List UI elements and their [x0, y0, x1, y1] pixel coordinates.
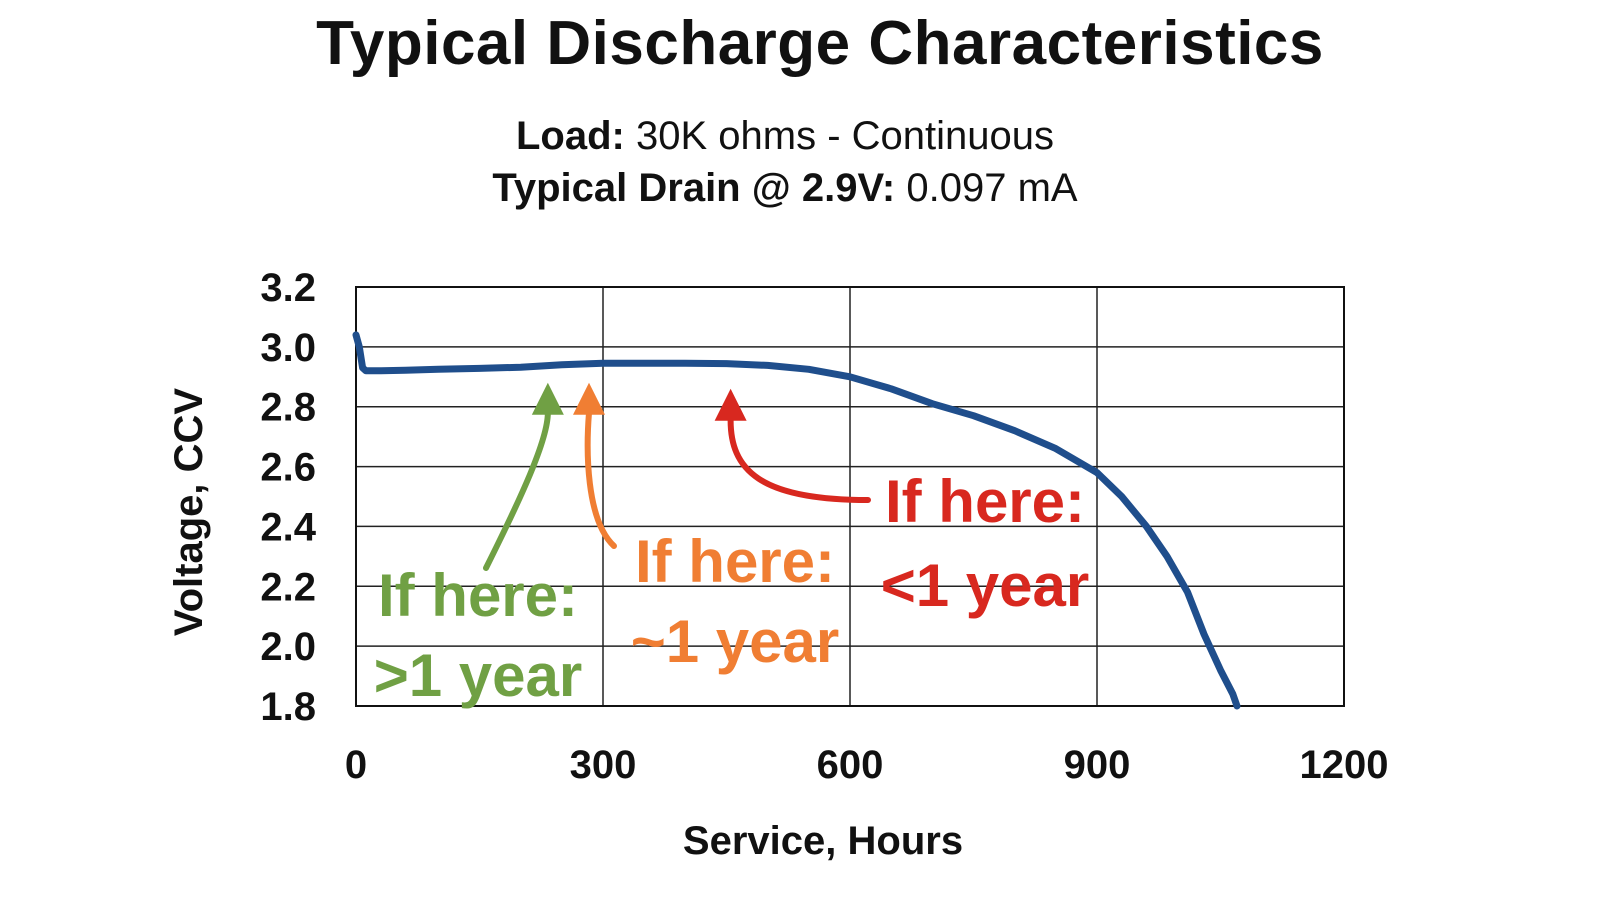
annotations: If here: >1 year If here: ~1 year If here: <1… — [374, 382, 1090, 709]
annotation-arrow-shaft — [727, 415, 871, 503]
y-tick-label: 2.8 — [260, 386, 316, 430]
y-tick-label: 3.2 — [260, 266, 316, 310]
annotation-label: If here: — [378, 562, 578, 629]
annotation-label: If here: — [635, 528, 835, 595]
x-tick-label: 900 — [1064, 743, 1131, 787]
x-tick-labels: 0 300 600 900 1200 — [345, 743, 1389, 787]
x-tick-label: 600 — [817, 743, 884, 787]
annotation-arrow-head — [573, 382, 606, 415]
x-tick-label: 1200 — [1300, 743, 1389, 787]
annotation-arrow-shaft — [483, 409, 551, 571]
y-tick-label: 2.6 — [260, 446, 316, 490]
y-tick-label: 1.8 — [260, 685, 316, 729]
x-tick-label: 300 — [570, 743, 637, 787]
x-axis-label: Service, Hours — [683, 819, 963, 863]
y-tick-label: 3.0 — [260, 326, 316, 370]
annotation-arrow-head — [714, 388, 747, 421]
annotation-label: If here: — [885, 468, 1085, 535]
annotation-arrow-shaft — [584, 409, 617, 549]
discharge-curve — [352, 331, 1241, 710]
subtitle-load-label: Load: — [515, 114, 625, 158]
x-tick-label: 0 — [345, 743, 367, 787]
plot-frame — [355, 286, 1345, 707]
y-tick-labels: 1.8 2.0 2.2 2.4 2.6 2.8 3.0 3.2 — [260, 266, 316, 729]
subtitle-drain-label: Typical Drain @ 2.9V: — [492, 166, 896, 210]
subtitle-drain-value: 0.097 mA — [906, 166, 1078, 210]
y-tick-label: 2.2 — [260, 565, 316, 609]
subtitle-drain: Typical Drain @ 2.9V: 0.097 mA — [0, 166, 1570, 211]
annotation-arrow-head — [531, 382, 564, 415]
annotation-label: ~1 year — [631, 608, 840, 675]
annotation-label: >1 year — [374, 642, 583, 709]
y-tick-label: 2.0 — [260, 625, 316, 669]
y-tick-label: 2.4 — [260, 505, 316, 549]
subtitle-load-value: 30K ohms - Continuous — [635, 114, 1054, 158]
y-axis-label: Voltage, CCV — [167, 388, 211, 637]
subtitle-load: Load: 30K ohms - Continuous — [0, 114, 1570, 159]
annotation-label: <1 year — [881, 552, 1090, 619]
chart-title: Typical Discharge Characteristics — [316, 9, 1324, 78]
